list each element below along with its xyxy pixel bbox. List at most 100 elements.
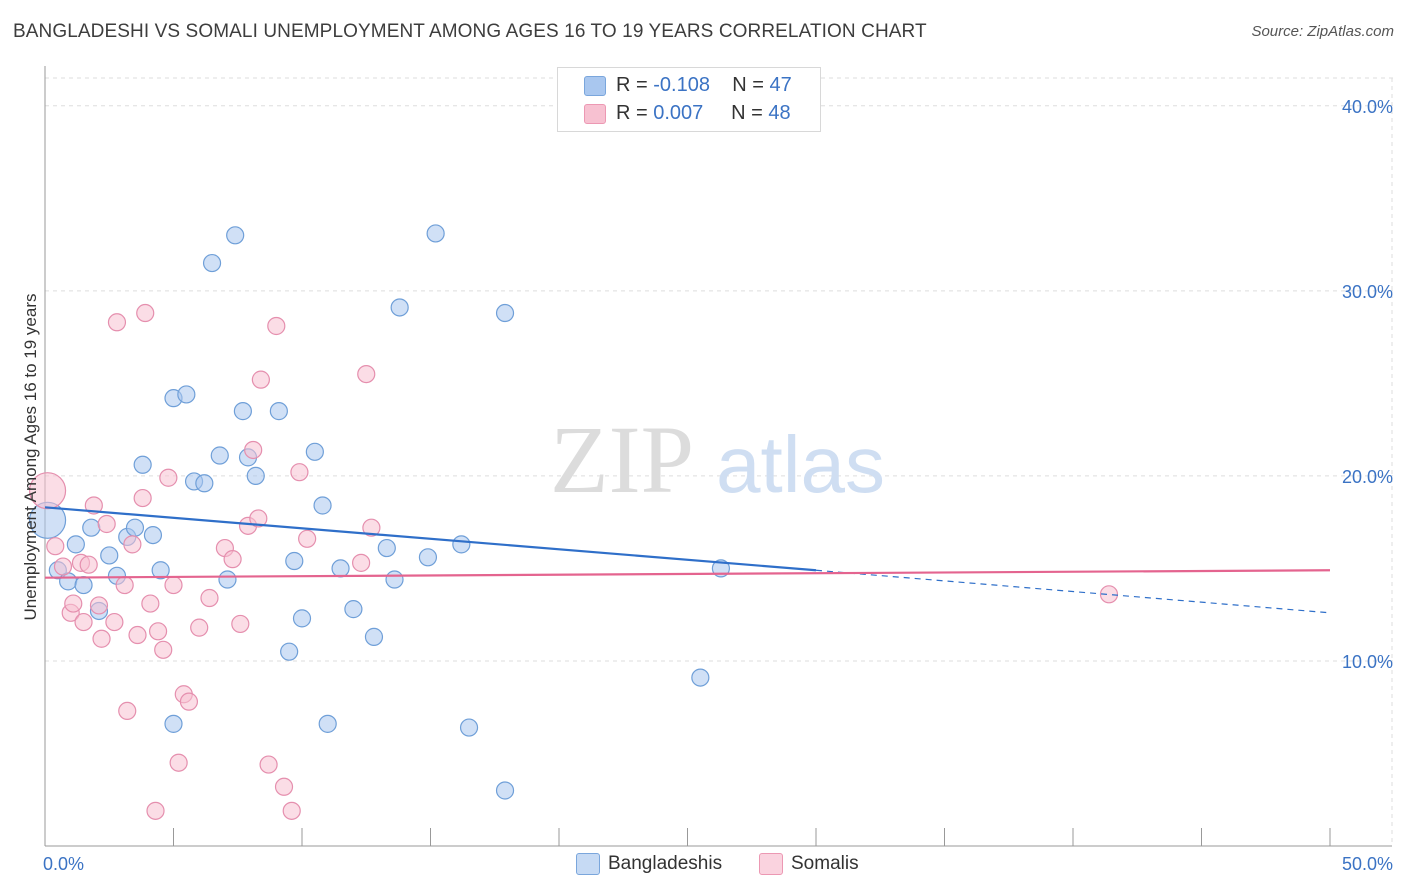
data-point-bangladeshis <box>285 551 304 571</box>
data-point-bangladeshis <box>292 609 312 628</box>
y-tick-label: 40.0% <box>1342 97 1393 117</box>
data-point-somalis <box>282 801 301 820</box>
legend-n-value: 47 <box>769 74 792 96</box>
data-point-somalis <box>169 753 188 772</box>
data-point-bangladeshis <box>164 714 183 733</box>
data-point-somalis <box>123 535 142 554</box>
data-point-somalis <box>53 557 73 576</box>
data-point-bangladeshis <box>233 402 252 421</box>
data-point-somalis <box>148 622 168 641</box>
data-point-bangladeshis <box>133 455 152 474</box>
data-point-bangladeshis <box>691 668 710 687</box>
chart-title: BANGLADESHI VS SOMALI UNEMPLOYMENT AMONG… <box>13 21 927 42</box>
data-point-somalis <box>357 364 376 384</box>
data-point-bangladeshis <box>177 385 196 404</box>
data-point-bangladeshis <box>202 253 222 273</box>
data-point-bangladeshis <box>495 303 515 323</box>
data-point-somalis <box>267 316 286 336</box>
data-point-somalis <box>1099 585 1119 604</box>
watermark: ZIP atlas <box>550 406 885 513</box>
data-point-bangladeshis <box>269 402 288 421</box>
legend-r-label: R = <box>616 102 648 124</box>
data-point-somalis <box>107 313 127 332</box>
y-tick-label: 30.0% <box>1342 282 1393 302</box>
data-point-somalis <box>154 640 173 659</box>
data-point-somalis <box>231 614 250 634</box>
watermark-zip: ZIP <box>550 406 694 513</box>
data-point-somalis <box>274 777 294 796</box>
legend-r-value: -0.108 <box>653 74 710 96</box>
y-tick-label: 20.0% <box>1342 467 1393 487</box>
data-point-somalis <box>97 514 116 534</box>
data-point-somalis <box>115 575 134 595</box>
data-point-somalis <box>74 612 93 632</box>
data-point-somalis <box>249 509 268 528</box>
x-tick-label: 50.0% <box>1342 854 1393 874</box>
legend-r-label: R = <box>616 74 648 96</box>
data-point-bangladeshis <box>210 446 229 465</box>
data-point-somalis <box>190 618 209 637</box>
data-point-somalis <box>28 472 67 510</box>
data-point-somalis <box>200 588 219 608</box>
data-point-somalis <box>92 629 111 648</box>
trend-line-bangladeshis <box>44 506 817 572</box>
data-point-bangladeshis <box>459 718 479 737</box>
y-axis-label: Unemployment Among Ages 16 to 19 years <box>21 294 40 621</box>
data-point-bangladeshis <box>495 781 515 800</box>
legend-box: R = -0.108 N = 47 R = 0.007 N = 48 <box>557 67 821 132</box>
bottom-legend-swatch-bangladeshis <box>576 853 600 875</box>
data-point-somalis <box>259 755 278 774</box>
data-point-somalis <box>146 801 165 820</box>
data-point-somalis <box>159 468 178 487</box>
data-point-somalis <box>105 612 124 632</box>
data-point-bangladeshis <box>318 714 337 733</box>
legend-n-label: N = <box>732 74 764 96</box>
chart-source: Source: ZipAtlas.com <box>1251 23 1394 40</box>
data-point-bangladeshis <box>195 474 214 493</box>
data-point-bangladeshis <box>100 546 119 565</box>
trend-line-bangladeshis-extension <box>815 569 1331 614</box>
data-point-bangladeshis <box>280 642 299 661</box>
x-tick-label: 0.0% <box>43 854 84 874</box>
data-point-somalis <box>84 496 103 515</box>
data-point-bangladeshis <box>143 525 163 545</box>
data-point-bangladeshis <box>418 548 438 567</box>
trend-line-somalis <box>44 569 1331 579</box>
data-point-somalis <box>118 701 137 721</box>
data-point-bangladeshis <box>344 600 363 619</box>
legend-swatch-bangladeshis <box>584 76 606 96</box>
data-point-bangladeshis <box>218 570 237 589</box>
y-tick-label: 10.0% <box>1342 652 1393 672</box>
data-point-somalis <box>298 529 317 548</box>
data-point-bangladeshis <box>313 496 332 515</box>
data-point-bangladeshis <box>125 518 145 537</box>
legend-swatch-somalis <box>584 104 606 124</box>
data-point-bangladeshis <box>331 559 350 578</box>
data-point-somalis <box>290 463 309 482</box>
data-point-somalis <box>64 594 83 613</box>
bottom-legend-label-bangladeshis: Bangladeshis <box>608 853 723 874</box>
data-point-bangladeshis <box>151 561 170 580</box>
data-point-bangladeshis <box>305 442 324 461</box>
legend-n-value: 48 <box>768 102 791 124</box>
legend-r-value: 0.007 <box>653 102 704 124</box>
data-point-bangladeshis <box>390 298 409 317</box>
data-point-somalis <box>136 303 155 323</box>
data-point-bangladeshis <box>385 570 404 589</box>
data-point-bangladeshis <box>226 226 245 245</box>
bottom-legend-swatch-somalis <box>759 853 783 875</box>
data-point-bangladeshis <box>66 535 85 554</box>
data-point-somalis <box>179 692 199 711</box>
data-point-somalis <box>141 594 160 613</box>
data-point-somalis <box>251 370 270 389</box>
data-point-bangladeshis <box>74 575 93 595</box>
data-point-somalis <box>362 518 381 537</box>
data-point-somalis <box>46 537 65 556</box>
data-point-bangladeshis <box>452 535 471 554</box>
data-point-bangladeshis <box>246 466 265 485</box>
watermark-atlas: atlas <box>716 420 885 509</box>
data-point-bangladeshis <box>426 224 445 243</box>
legend-n-label: N = <box>731 102 763 124</box>
data-point-bangladeshis <box>377 538 396 558</box>
